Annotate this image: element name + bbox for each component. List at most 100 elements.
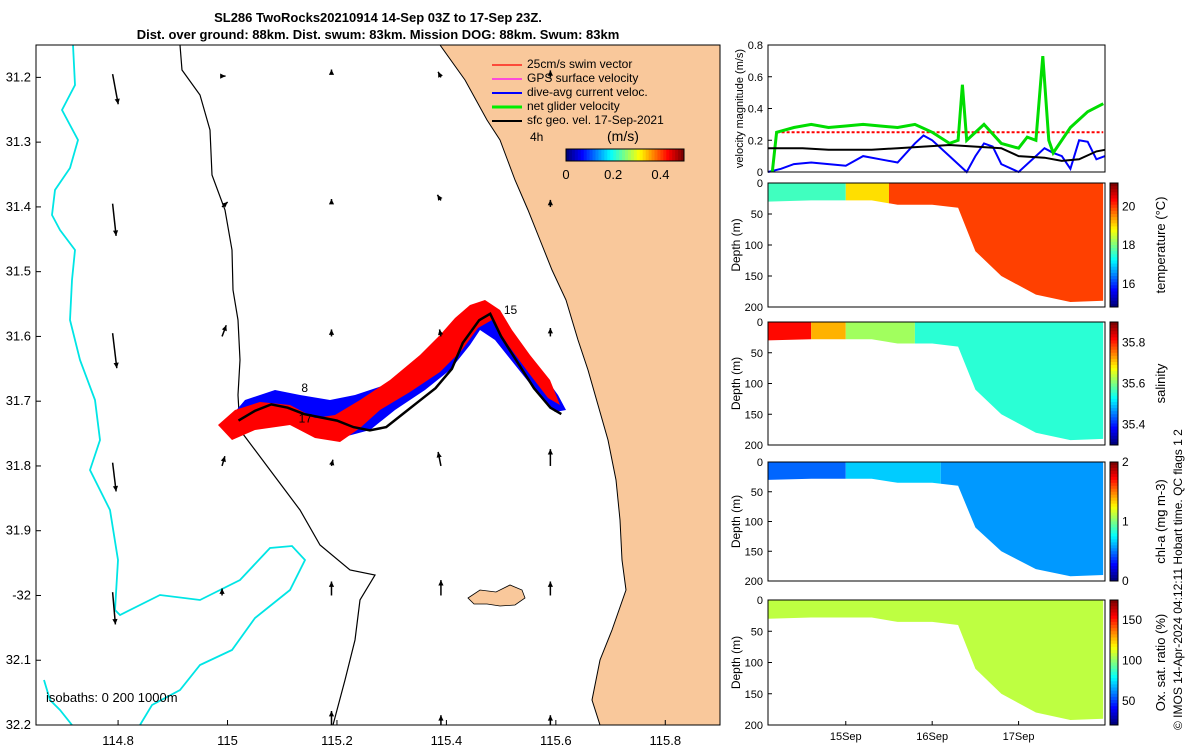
map-colorbar-cell <box>566 149 570 161</box>
panel-colorbar-cell <box>1110 491 1118 496</box>
panel-colorbar-cell <box>1110 331 1118 335</box>
panel-colorbar-cell <box>1110 291 1118 296</box>
map-colorbar: 0 0.2 0.4 <box>562 148 685 182</box>
current-vector-head <box>328 711 335 717</box>
heatmap-data-oxygen <box>768 600 1104 720</box>
panel-colorbar-cell <box>1110 665 1118 670</box>
map-colorbar-cell <box>583 149 588 161</box>
day-xtick-label: 17Sep <box>1003 731 1035 743</box>
panel-colorbar-cell <box>1110 183 1118 187</box>
panel-colorbar-cell <box>1110 659 1118 663</box>
depth-ytick-label: 50 <box>751 487 763 499</box>
panel-colorbar-cell <box>1110 260 1118 265</box>
panel-colorbar-cell <box>1110 560 1118 564</box>
panel-colorbar-tick: 35.4 <box>1122 418 1146 432</box>
panel-colorbar-cell <box>1110 325 1118 329</box>
map-colorbar-cell <box>636 149 641 161</box>
panel-colorbar-cell <box>1110 383 1118 388</box>
heatmap-segment <box>888 183 1104 302</box>
legend-dive: dive-avg current veloc. <box>527 85 648 99</box>
current-vector-head <box>436 451 442 458</box>
panel-colorbar-cell <box>1110 539 1118 543</box>
panel-colorbar-cell <box>1110 343 1118 348</box>
map-xtick-label: 115.6 <box>540 733 572 748</box>
panel-colorbar-cell <box>1110 300 1118 305</box>
panel-colorbar-cell <box>1110 606 1118 610</box>
map-colorbar-cell <box>574 149 579 161</box>
map-colorbar-cell <box>577 149 582 161</box>
isobath-label: isobaths: 0 200 1000m <box>46 690 178 705</box>
current-vector-head <box>112 618 118 625</box>
panel-colorbar-cell <box>1110 201 1118 206</box>
map-colorbar-cell <box>625 149 629 161</box>
panel-oxygen: 0 50 100 150 200 Depth (m) 50 100 150 Ox. sat. ra… <box>729 595 1168 743</box>
velocity-series-net <box>770 55 1104 173</box>
panel-colorbar-cell <box>1110 518 1118 522</box>
depth-ylabel: Depth (m) <box>729 357 743 410</box>
panel-colorbar-cell <box>1110 572 1118 576</box>
panel-colorbar-cell <box>1110 411 1118 415</box>
depth-ytick-label: 150 <box>745 689 763 701</box>
panel-colorbar-cell <box>1110 438 1118 443</box>
current-vector-head <box>221 202 228 208</box>
legend-swim: 25cm/s swim vector <box>527 57 632 71</box>
swim-vector-patch <box>218 300 560 442</box>
panel-colorbar-cell <box>1110 569 1118 573</box>
current-vector-head <box>437 194 443 201</box>
panel-colorbar-tick: 0 <box>1122 574 1129 588</box>
panel-colorbar-cell <box>1110 700 1118 704</box>
map-xtick-label: 115.8 <box>649 733 681 748</box>
panel-colorbar-cell <box>1110 297 1118 302</box>
panel-colorbar-cell <box>1110 408 1118 412</box>
map-colorbar-cell <box>630 149 635 161</box>
current-vector-head <box>328 69 335 75</box>
panel-colorbar-tick: 16 <box>1122 277 1136 291</box>
velocity-ytick-label: 0.6 <box>748 72 763 84</box>
panel-colorbar-cell <box>1110 575 1118 579</box>
panel-colorbar-cell <box>1110 251 1118 255</box>
current-vector-head <box>438 329 444 336</box>
panel-colorbar-cell <box>1110 207 1118 212</box>
land-polygon <box>439 45 720 725</box>
panel-colorbar-cell <box>1110 503 1118 508</box>
panel-colorbar-cell <box>1110 462 1118 466</box>
map-xtick-label: 115.2 <box>321 733 353 748</box>
panel-chl-a: 0 50 100 150 200 Depth (m) 0 1 2 chl-a (mg m-3) <box>729 455 1168 588</box>
panel-colorbar-cell <box>1110 192 1118 196</box>
depth-ytick-label: 200 <box>745 302 763 314</box>
velocity-series-sfc <box>768 143 1106 162</box>
panel-colorbar-frame <box>1109 599 1119 726</box>
legend-net: net glider velocity <box>527 99 620 113</box>
panel-colorbar-cell <box>1110 405 1118 409</box>
heatmap-segment <box>811 322 846 441</box>
map-ytick-label: 31.7 <box>6 393 31 408</box>
heatmap-data-chl-a <box>768 462 1104 577</box>
copyright-text: © IMOS 14-Apr-2024 04:12:11 Hobart time.… <box>1171 429 1185 730</box>
current-vector-head <box>328 329 335 335</box>
map-colorbar-cell <box>589 149 594 161</box>
panel-colorbar-cell <box>1110 690 1118 695</box>
panel-colorbar-cell <box>1110 365 1118 369</box>
current-vector-head <box>221 325 227 332</box>
map-colorbar-cell <box>672 149 676 161</box>
legend-gps: GPS surface velocity <box>527 71 638 85</box>
map-legend: 25cm/s swim vector GPS surface velocity … <box>492 57 664 144</box>
map-colorbar-cell <box>654 149 658 161</box>
depth-ytick-label: 0 <box>757 457 763 469</box>
depth-ytick-label: 150 <box>745 271 763 283</box>
panel-colorbar-cell <box>1110 668 1118 673</box>
panel-colorbar-cell <box>1110 557 1118 561</box>
heatmap-segment <box>940 462 1104 577</box>
map-xtick-label: 114.8 <box>102 733 134 748</box>
current-vector-head <box>113 362 119 369</box>
island <box>467 584 526 607</box>
panel-colorbar-cell <box>1110 662 1118 667</box>
panel-colorbar-cell <box>1110 696 1118 701</box>
panel-colorbar-cell <box>1110 358 1118 363</box>
map-colorbar-tick: 0 <box>562 167 569 182</box>
panel-colorbar-cell <box>1110 248 1118 252</box>
map-ytick-label: 32.2 <box>6 717 31 732</box>
map-colorbar-cell <box>657 149 661 161</box>
panel-colorbar-cell <box>1110 646 1118 651</box>
panel-colorbar-cell <box>1110 334 1118 338</box>
